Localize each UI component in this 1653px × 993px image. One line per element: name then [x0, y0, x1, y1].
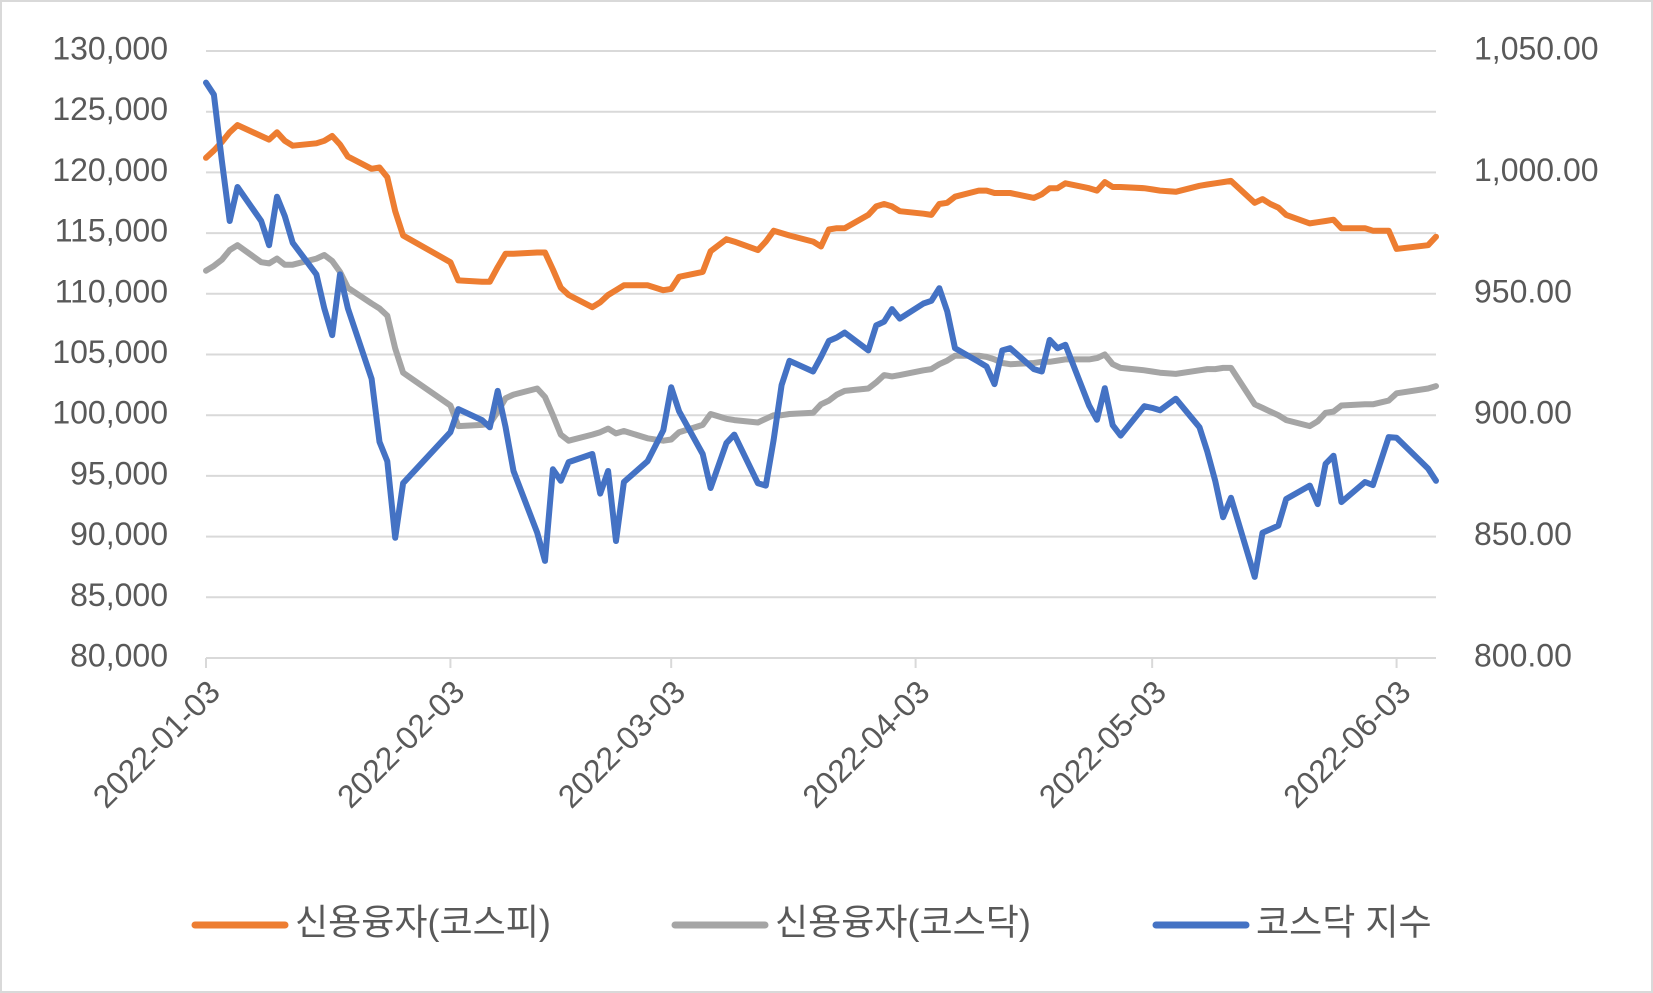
y2-tick-label: 1,050.00 [1474, 30, 1599, 66]
y-tick-label: 110,000 [55, 273, 168, 309]
y-tick-label: 105,000 [52, 334, 168, 370]
y2-tick-label: 800.00 [1474, 637, 1572, 673]
legend-label: 신용융자(코스피) [295, 902, 551, 943]
y2-tick-label: 1,000.00 [1474, 152, 1599, 188]
legend-label: 신용융자(코스닥) [775, 902, 1031, 943]
y-tick-label: 85,000 [70, 577, 168, 613]
y2-tick-label: 900.00 [1474, 395, 1572, 431]
legend-label: 코스닥 지수 [1256, 902, 1432, 943]
y-tick-label: 125,000 [52, 91, 168, 127]
series-line [203, 79, 1439, 580]
y-tick-label: 80,000 [70, 637, 168, 673]
y-tick-label: 100,000 [52, 395, 168, 431]
series-line [203, 122, 1439, 311]
y-tick-label: 90,000 [70, 516, 168, 552]
y-tick-label: 95,000 [70, 455, 168, 491]
y-tick-label: 130,000 [52, 30, 168, 66]
series-line [203, 242, 1439, 444]
y-tick-label: 115,000 [55, 213, 168, 249]
y-tick-label: 120,000 [52, 152, 168, 188]
y2-tick-label: 950.00 [1474, 273, 1572, 309]
y2-tick-label: 850.00 [1474, 516, 1572, 552]
